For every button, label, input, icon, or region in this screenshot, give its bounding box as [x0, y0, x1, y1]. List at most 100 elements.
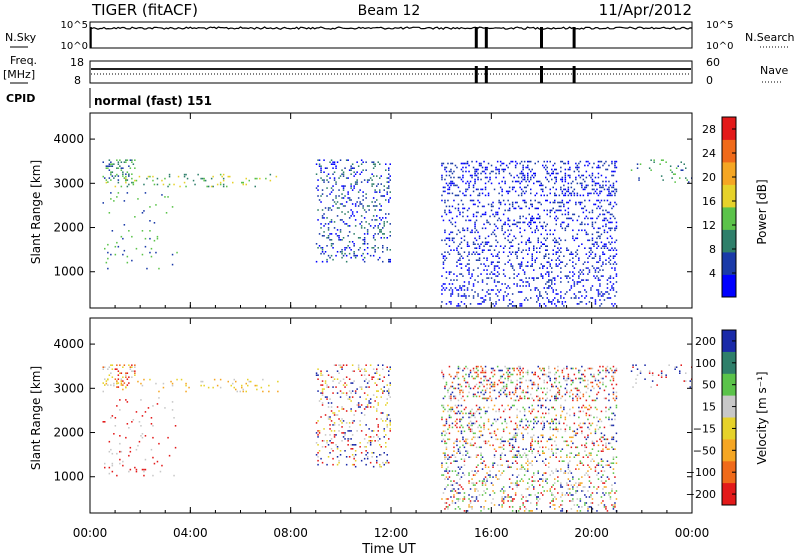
velocity-cell-1347 — [469, 430, 472, 433]
velocity-cell-1991 — [569, 492, 571, 494]
velocity-cell-884 — [527, 371, 529, 374]
velocity-cell-1944 — [560, 404, 562, 407]
power-cell-1467 — [490, 271, 493, 273]
power-cell-1349 — [472, 285, 475, 287]
velocity-cell-1913 — [555, 436, 557, 439]
velocity-cell-150 — [116, 452, 118, 455]
power-cell-1419 — [483, 299, 485, 301]
power-cell-1939 — [560, 297, 562, 299]
power-cell-1824 — [545, 255, 547, 257]
power-cell-1915 — [555, 215, 557, 218]
velocity-cell-949 — [554, 397, 556, 400]
velocity-cell-2002 — [569, 408, 571, 411]
power-cell-653 — [389, 175, 391, 177]
power-cell-2210 — [600, 265, 603, 267]
power-cell-24 — [113, 163, 115, 165]
power-cell-1077 — [594, 184, 597, 187]
power-cell-1989 — [567, 249, 570, 251]
velocity-cell-1931 — [560, 504, 562, 506]
power-cell-486 — [360, 163, 363, 165]
velocity-cell-107 — [235, 388, 237, 391]
power-cell-2000 — [569, 259, 571, 261]
velocity-cell-1874 — [551, 486, 553, 488]
power-cell-2249 — [605, 209, 607, 212]
power-cell-1798 — [540, 245, 542, 247]
power-cell-819 — [501, 190, 503, 193]
power-cell-2177 — [597, 289, 600, 291]
velocity-cell-1276 — [459, 426, 461, 429]
velocity-cell-963 — [557, 397, 559, 400]
velocity-cell-1914 — [555, 428, 557, 431]
power-cell-1232 — [453, 199, 455, 202]
power-cell-1606 — [511, 267, 514, 269]
velocity-cell-1575 — [507, 496, 509, 498]
power-cell-1302 — [463, 235, 466, 238]
velocity-cell-381 — [345, 456, 348, 458]
power-cell-42 — [123, 177, 126, 179]
power-cell-1164 — [442, 261, 445, 263]
velocity-cell-1715 — [525, 418, 527, 421]
power-cell-1448 — [487, 293, 490, 295]
power-cell-1335 — [469, 303, 472, 305]
power-cell-1365 — [474, 231, 476, 234]
power-cell-2141 — [591, 217, 594, 220]
power-cell-1631 — [516, 285, 518, 287]
power-cell-2285 — [609, 221, 612, 224]
velocity-cell-1258 — [457, 474, 460, 476]
velocity-cell-294 — [329, 418, 331, 420]
power-cell-2064 — [579, 269, 582, 271]
power-cell-664 — [444, 190, 446, 193]
power-cell-2075 — [581, 221, 583, 224]
power-cell-1876 — [551, 271, 553, 273]
power-cell-2104 — [587, 279, 589, 281]
power-cell-1147 — [615, 188, 618, 191]
velocity-cell-534 — [376, 456, 378, 458]
velocity-cell-957 — [555, 395, 557, 398]
velocity-cell-382 — [345, 422, 348, 424]
velocity-cell-1769 — [533, 448, 535, 450]
power-cell-100 — [177, 175, 180, 178]
velocity-cell-336 — [336, 392, 339, 394]
power-cell-88 — [152, 175, 154, 178]
power-cell-1717 — [528, 207, 530, 210]
power-cell-1443 — [486, 257, 488, 259]
power-cell-896 — [528, 180, 530, 183]
power-cell-2183 — [597, 245, 600, 247]
power-cell-553 — [372, 161, 375, 163]
velocity-cell-399 — [348, 398, 351, 400]
velocity-cell-364 — [341, 368, 343, 370]
power-cell-2179 — [597, 277, 600, 279]
velocity-cell-2194 — [600, 476, 603, 478]
velocity-cell-2306 — [632, 364, 634, 366]
velocity-cell-234 — [317, 430, 319, 432]
power-cell-1917 — [557, 301, 559, 303]
velocity-cell-570 — [382, 420, 384, 422]
power-cell-510 — [363, 179, 366, 181]
velocity-cell-1686 — [522, 480, 524, 482]
velocity-cell-568 — [380, 388, 382, 390]
velocity-cell-1859 — [548, 408, 550, 411]
velocity-cell-669 — [459, 393, 461, 396]
power-cell-1693 — [525, 249, 527, 251]
velocity-cell-753 — [486, 399, 488, 402]
power-cell-197 — [150, 255, 153, 258]
velocity-cell-145 — [111, 415, 114, 417]
velocity-cell-625 — [441, 369, 443, 372]
power-cell-2271 — [608, 203, 610, 206]
velocity-cell-410 — [350, 392, 352, 394]
velocity-cell-531 — [374, 372, 376, 374]
power-cell-655 — [441, 194, 443, 197]
velocity-cell-468 — [363, 438, 366, 440]
velocity-cell-360 — [341, 418, 343, 420]
power-cell-125 — [219, 173, 222, 176]
power-cell-1918 — [557, 299, 559, 301]
power-cell-482 — [360, 215, 363, 217]
power-cell-2222 — [602, 253, 604, 255]
velocity-cell-2304 — [632, 386, 634, 388]
velocity-cell-2209 — [602, 474, 604, 476]
power-cell-848 — [514, 190, 517, 193]
velocity-cell-354 — [339, 366, 342, 368]
velocity-cell-2221 — [603, 470, 606, 472]
power-cell-284 — [327, 223, 330, 225]
velocity-cell-2263 — [611, 488, 613, 490]
